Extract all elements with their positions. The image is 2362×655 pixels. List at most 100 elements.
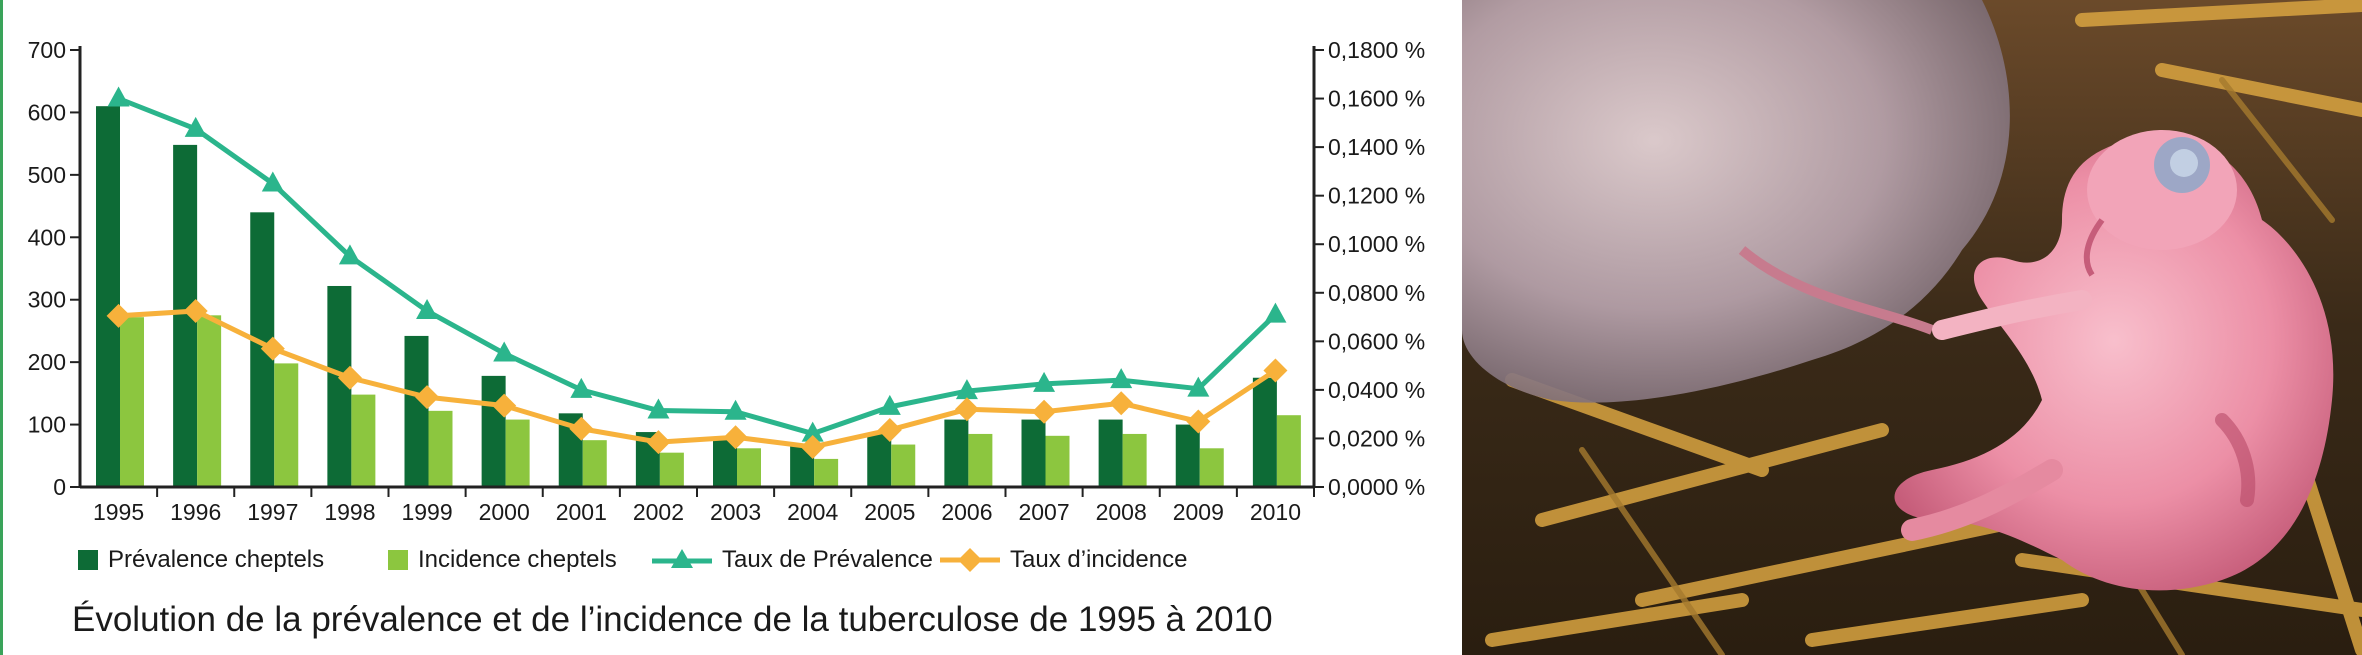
right-tick-label: 0,1800 %: [1328, 37, 1425, 63]
marker-taux-incidence-2000: [492, 393, 517, 418]
bar-incidence-2010: [1276, 415, 1301, 487]
marker-taux-prevalence-1999: [416, 298, 439, 319]
legend-swatch-prev: [78, 550, 98, 570]
left-tick-label: 700: [28, 37, 66, 63]
legend-marker-taux-prev: [652, 549, 712, 568]
marker-taux-prevalence-1997: [261, 171, 284, 192]
marker-taux-prevalence-1996: [184, 116, 207, 137]
x-tick-label-2006: 2006: [941, 499, 992, 525]
marker-taux-incidence-2007: [1032, 399, 1057, 424]
legend-label-taux-prev: Taux de Prévalence: [722, 546, 933, 573]
x-tick-label-2005: 2005: [864, 499, 915, 525]
left-tick-label: 500: [28, 162, 66, 188]
bar-prevalence-2007: [1021, 419, 1046, 487]
marker-taux-incidence-1995: [106, 303, 131, 328]
right-tick-label: 0,1600 %: [1328, 86, 1425, 112]
x-tick-label-2000: 2000: [479, 499, 530, 525]
piglet-photo: [1462, 0, 2362, 655]
line-taux-prevalence: [117, 96, 1278, 437]
right-tick-label: 0,1400 %: [1328, 134, 1425, 160]
bar-incidence-2007: [1045, 435, 1070, 487]
left-tick-label: 400: [28, 224, 66, 250]
bar-prevalence-2010: [1252, 377, 1277, 487]
chart-plot: 0 100 200 300 400 500 600 700 0,0000 % 0,0200 % 0,…: [28, 37, 1426, 525]
marker-taux-prevalence-2006: [955, 379, 978, 400]
x-tick-label-2008: 2008: [1096, 499, 1147, 525]
x-tick-label-1996: 1996: [170, 499, 221, 525]
right-tick-label: 0,0600 %: [1328, 328, 1425, 354]
x-tick-label-1999: 1999: [401, 499, 452, 525]
bar-incidence-2008: [1122, 433, 1147, 487]
right-tick-label: 0,0000 %: [1328, 474, 1425, 500]
x-tick-label-2009: 2009: [1173, 499, 1224, 525]
right-tick-label: 0,1000 %: [1328, 231, 1425, 257]
bar-prevalence-2005: [867, 433, 892, 487]
left-tick-label: 100: [28, 412, 66, 438]
marker-taux-incidence-2002: [646, 430, 671, 455]
legend-label-taux-inc: Taux d’incidence: [1010, 546, 1188, 573]
bar-incidence-2000: [505, 419, 530, 487]
x-tick-label-1997: 1997: [247, 499, 298, 525]
right-tick-label: 0,0200 %: [1328, 425, 1425, 451]
marker-taux-prevalence-2004: [801, 421, 824, 442]
legend-item-prevalence-cheptels: Prévalence cheptels: [78, 546, 324, 574]
bar-incidence-2006: [968, 433, 993, 487]
right-tick-label: 0,0800 %: [1328, 280, 1425, 306]
marker-taux-incidence-1997: [260, 336, 285, 361]
bar-incidence-1996: [197, 315, 222, 487]
bar-prevalence-1995: [96, 106, 120, 487]
marker-taux-prevalence-2002: [647, 398, 670, 419]
legend-label-inc: Incidence cheptels: [418, 546, 617, 573]
marker-taux-prevalence-2003: [724, 399, 747, 420]
marker-taux-prevalence-1998: [338, 244, 361, 265]
marker-taux-incidence-2006: [954, 397, 979, 422]
right-tick-label: 0,1200 %: [1328, 183, 1425, 209]
x-tick-label-1998: 1998: [324, 499, 375, 525]
x-tick-label-2002: 2002: [633, 499, 684, 525]
legend-item-taux-prevalence: Taux de Prévalence: [652, 546, 933, 574]
marker-taux-incidence-1996: [183, 298, 208, 323]
legend-swatch-inc: [388, 550, 408, 570]
bar-prevalence-2006: [944, 419, 969, 487]
x-tick-label-1995: 1995: [93, 499, 144, 525]
left-tick-label: 600: [28, 99, 66, 125]
bar-prevalence-1999: [404, 335, 429, 487]
bar-prevalence-2008: [1098, 419, 1123, 487]
marker-taux-prevalence-2008: [1110, 368, 1133, 389]
left-tick-label: 300: [28, 287, 66, 313]
chart-caption: Évolution de la prévalence et de l’incid…: [72, 600, 1273, 639]
chart-figure: 0 100 200 300 400 500 600 700 0,0000 % 0,0200 % 0,…: [0, 0, 1426, 655]
legend-label-prev: Prévalence cheptels: [108, 546, 325, 573]
marker-taux-incidence-2008: [1109, 391, 1134, 416]
marker-taux-prevalence-2005: [878, 394, 901, 415]
marker-taux-incidence-1999: [415, 385, 440, 410]
marker-taux-prevalence-2010: [1264, 302, 1287, 323]
bar-incidence-2009: [1199, 448, 1224, 487]
marker-taux-incidence-2009: [1186, 409, 1211, 434]
bar-incidence-1998: [351, 394, 376, 487]
bar-incidence-1997: [274, 363, 299, 487]
bar-prevalence-2000: [481, 375, 506, 487]
x-tick-label-2010: 2010: [1250, 499, 1301, 525]
marker-taux-incidence-2010: [1263, 358, 1288, 383]
marker-taux-incidence-2001: [569, 416, 594, 441]
x-tick-label-2004: 2004: [787, 499, 838, 525]
bar-incidence-2002: [659, 452, 684, 487]
line-taux-incidence: [118, 308, 1277, 450]
left-tick-label: 200: [28, 349, 66, 375]
legend-marker-taux-inc: [940, 548, 1000, 572]
bar-incidence-2001: [582, 440, 607, 487]
marker-taux-incidence-2005: [877, 417, 902, 442]
marker-taux-prevalence-2001: [570, 377, 593, 398]
x-tick-label-2003: 2003: [710, 499, 761, 525]
bar-incidence-2003: [737, 448, 761, 487]
axes-group: 0 100 200 300 400 500 600 700 0,0000 % 0,0200 % 0,…: [28, 37, 1426, 525]
bar-incidence-2004: [814, 458, 839, 487]
bars-group: [96, 106, 1301, 488]
bar-incidence-1999: [428, 410, 453, 487]
right-tick-label: 0,0400 %: [1328, 377, 1425, 403]
lines-group: [106, 86, 1288, 459]
marker-taux-prevalence-2009: [1187, 376, 1210, 397]
legend-item-incidence-cheptels: Incidence cheptels: [388, 546, 617, 574]
bar-incidence-2005: [891, 444, 916, 487]
